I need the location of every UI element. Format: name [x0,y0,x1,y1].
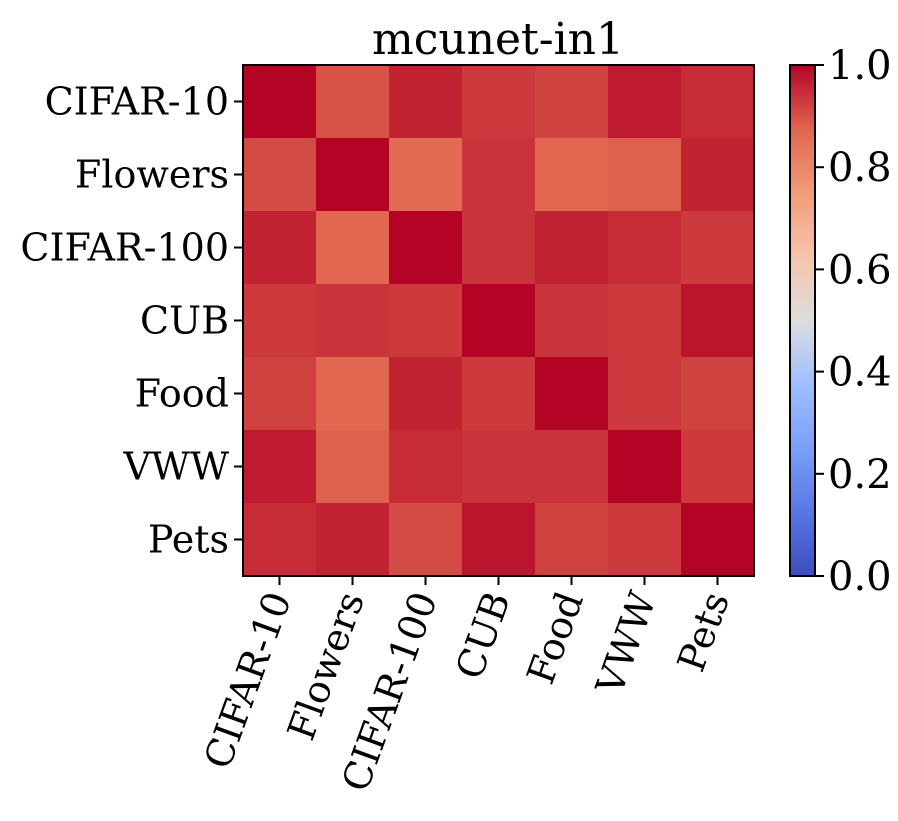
heatmap-cell-0-4 [535,65,609,139]
heatmap-cell-1-1 [316,138,390,212]
heatmap-cell-4-6 [681,357,755,431]
heatmap-cell-2-3 [462,211,536,285]
heatmap-cell-3-5 [608,284,682,358]
heatmap-cell-5-1 [316,430,390,504]
x-tick-label: CUB [447,586,519,685]
heatmap-cell-3-4 [535,284,609,358]
heatmap-cell-0-3 [462,65,536,139]
heatmap-cell-3-6 [681,284,755,358]
y-tick-label: CIFAR-10 [45,80,229,124]
heatmap-cell-3-1 [316,284,390,358]
heatmap-cell-5-0 [243,430,317,504]
heatmap-cell-1-5 [608,138,682,212]
chart-title: mcunet-in1 [372,14,624,65]
colorbar-tick-label: 1.0 [828,43,892,89]
heatmap-cell-2-0 [243,211,317,285]
x-tick-label: Food [518,586,592,690]
colorbar-tick-label: 0.4 [828,350,892,396]
y-axis: CIFAR-10 Flowers CIFAR-100 CUB Food VWW Pets [20,80,243,562]
heatmap-cell-0-0 [243,65,317,139]
y-tick-label: Pets [148,518,229,562]
y-tick-label: CUB [140,299,229,343]
y-tick-label: Food [135,372,229,416]
heatmap-cell-4-5 [608,357,682,431]
x-tick-label: CIFAR-10 [196,586,300,774]
heatmap-cell-3-0 [243,284,317,358]
colorbar-tick-label: 0.8 [828,145,892,191]
heatmap-cell-6-3 [462,503,536,577]
heatmap-cell-0-1 [316,65,390,139]
heatmap-cell-4-3 [462,357,536,431]
heatmap-cell-4-4 [535,357,609,431]
heatmap-cell-1-0 [243,138,317,212]
heatmap-cell-6-6 [681,503,755,577]
y-tick-label: VWW [122,445,229,489]
heatmap-cell-1-3 [462,138,536,212]
heatmap-cell-0-2 [389,65,463,139]
heatmap-cell-3-2 [389,284,463,358]
colorbar [789,64,816,577]
colorbar-axis: 0.0 0.2 0.4 0.6 0.8 1.0 [815,43,892,600]
heatmap-cell-2-6 [681,211,755,285]
heatmap-cell-4-1 [316,357,390,431]
heatmap-cell-5-3 [462,430,536,504]
heatmap-cell-1-2 [389,138,463,212]
heatmap-cell-6-0 [243,503,317,577]
heatmap-cell-6-4 [535,503,609,577]
heatmap-cell-6-1 [316,503,390,577]
heatmap-cell-4-0 [243,357,317,431]
heatmap-cell-2-1 [316,211,390,285]
heatmap-cell-1-6 [681,138,755,212]
heatmap-cell-5-4 [535,430,609,504]
y-tick-label: CIFAR-100 [20,226,229,270]
heatmap-cell-5-5 [608,430,682,504]
x-tick-label: VWW [587,586,665,701]
heatmap-cell-5-6 [681,430,755,504]
heatmap-cell-0-6 [681,65,755,139]
x-tick-label: Pets [669,586,738,677]
heatmap-cell-5-2 [389,430,463,504]
heatmap-cell-0-5 [608,65,682,139]
heatmap-cell-2-2 [389,211,463,285]
heatmap-cell-2-4 [535,211,609,285]
heatmap-cell-1-4 [535,138,609,212]
heatmap-cell-6-5 [608,503,682,577]
colorbar-tick-label: 0.0 [828,554,892,600]
heatmap-cell-6-2 [389,503,463,577]
heatmap-cells [243,65,755,577]
heatmap-cell-3-3 [462,284,536,358]
colorbar-tick-label: 0.2 [828,452,892,498]
heatmap-cell-4-2 [389,357,463,431]
colorbar-tick-label: 0.6 [828,247,892,293]
y-tick-label: Flowers [75,153,229,197]
heatmap-cell-2-5 [608,211,682,285]
